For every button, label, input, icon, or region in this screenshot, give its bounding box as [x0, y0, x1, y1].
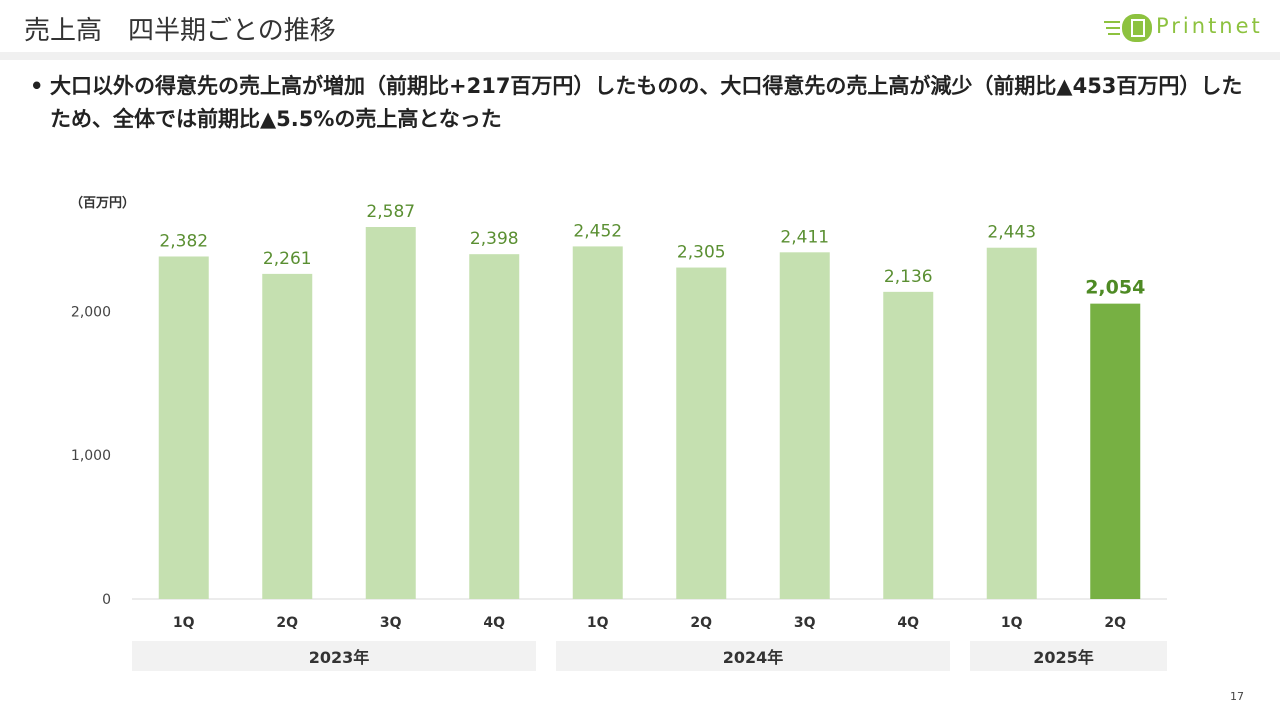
year-band: [132, 641, 536, 671]
y-tick-label: 1,000: [71, 448, 111, 464]
x-tick-label: 1Q: [173, 615, 195, 631]
x-tick-label: 1Q: [1001, 615, 1023, 631]
bar-value-label: 2,305: [677, 243, 726, 263]
y-tick-label: 0: [102, 592, 111, 608]
page-title: 売上高 四半期ごとの推移: [24, 16, 336, 46]
bar: [262, 273, 313, 599]
year-band: [970, 641, 1167, 671]
logo-text: Printnet: [1156, 14, 1263, 38]
bar-value-label: 2,136: [884, 267, 933, 287]
bar: [1090, 303, 1141, 599]
year-label: 2023年: [309, 648, 370, 667]
header-divider: [0, 52, 1280, 60]
bar-value-label: 2,261: [263, 249, 312, 269]
x-tick-label: 2Q: [1104, 615, 1126, 631]
bar: [883, 291, 934, 599]
bar-value-label: 2,452: [573, 221, 622, 241]
bar-value-label: 2,054: [1085, 277, 1145, 299]
bar: [779, 252, 830, 599]
year-label: 2025年: [1033, 648, 1094, 667]
x-tick-label: 2Q: [690, 615, 712, 631]
bar-value-label: 2,398: [470, 229, 519, 249]
bullet-dot: •: [30, 74, 44, 98]
printnet-logo-icon: [1104, 14, 1152, 42]
bar: [158, 256, 209, 599]
x-tick-label: 1Q: [587, 615, 609, 631]
y-tick-label: 2,000: [71, 304, 111, 320]
x-tick-label: 3Q: [380, 615, 402, 631]
bar: [365, 227, 416, 599]
year-band: [556, 641, 950, 671]
bar: [572, 246, 623, 599]
x-tick-label: 4Q: [483, 615, 505, 631]
x-tick-label: 2Q: [276, 615, 298, 631]
bar: [986, 247, 1037, 599]
page-number: 17: [1230, 690, 1244, 703]
summary-text: 大口以外の得意先の売上高が増加（前期比+217百万円）したものの、大口得意先の売…: [50, 74, 1243, 131]
y-axis-unit-label: （百万円）: [70, 196, 136, 211]
bar-value-label: 2,443: [987, 223, 1036, 243]
bar-value-label: 2,382: [159, 231, 208, 251]
bar-value-label: 2,411: [780, 227, 829, 247]
bar: [469, 254, 520, 599]
bar: [676, 267, 727, 599]
x-tick-label: 3Q: [794, 615, 816, 631]
x-tick-label: 4Q: [897, 615, 919, 631]
header-bar: [0, 0, 1280, 52]
bar-value-label: 2,587: [366, 202, 415, 222]
year-label: 2024年: [723, 648, 784, 667]
